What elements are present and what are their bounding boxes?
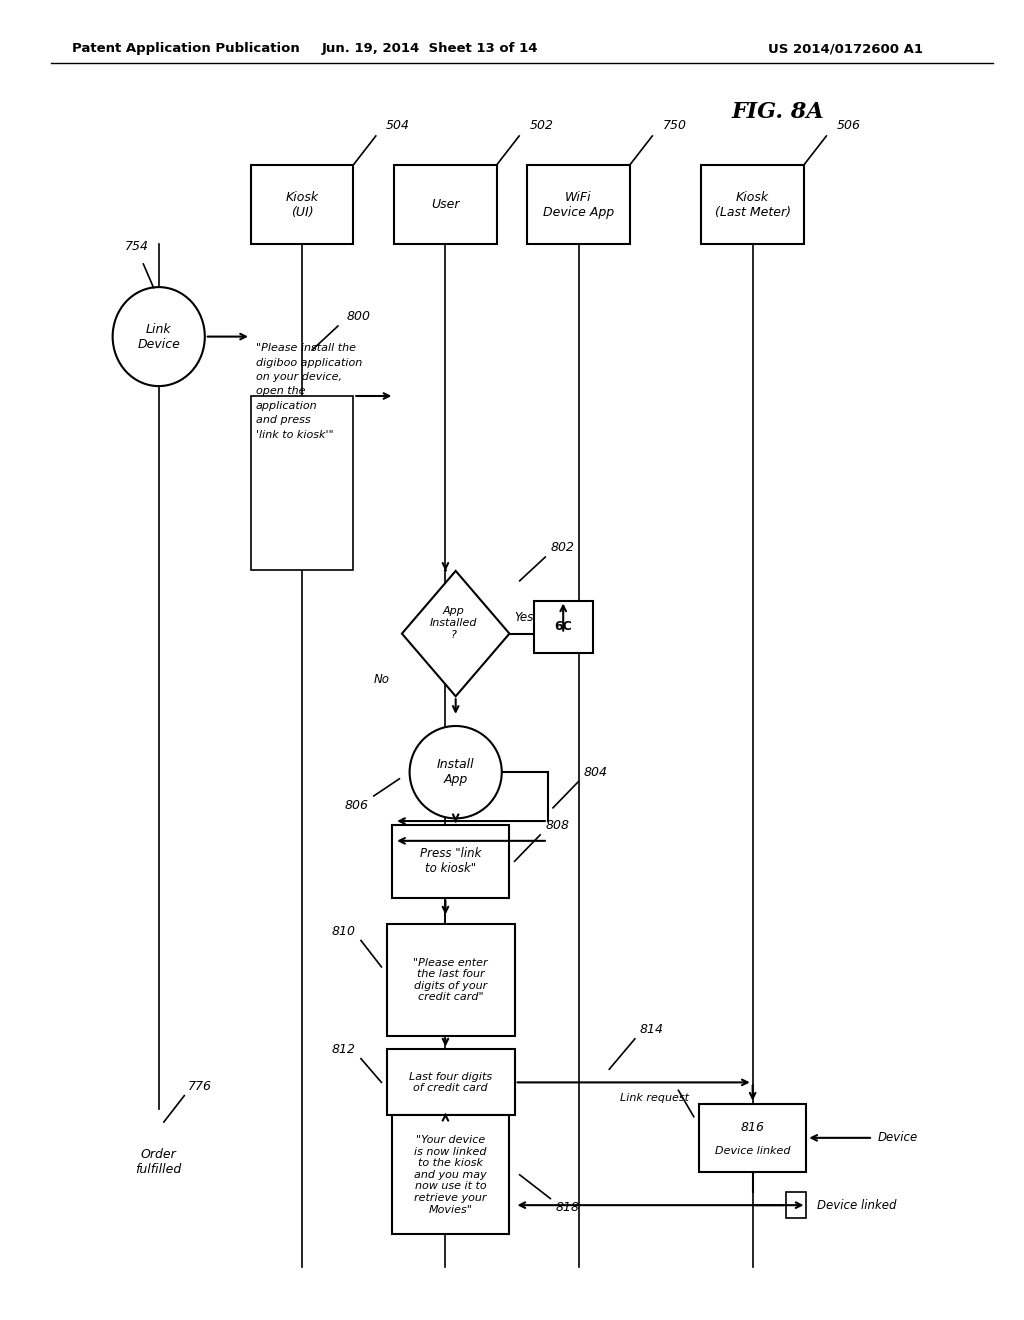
- Text: Install
App: Install App: [437, 758, 474, 787]
- Text: Yes: Yes: [514, 611, 534, 624]
- FancyBboxPatch shape: [387, 1049, 514, 1115]
- Text: Device linked: Device linked: [715, 1146, 791, 1156]
- Text: 816: 816: [740, 1121, 765, 1134]
- Text: WiFi
Device App: WiFi Device App: [543, 190, 614, 219]
- Text: Link request: Link request: [620, 1093, 688, 1104]
- FancyBboxPatch shape: [251, 396, 353, 570]
- Text: Kiosk
(UI): Kiosk (UI): [286, 190, 318, 219]
- Ellipse shape: [113, 286, 205, 385]
- Text: 6C: 6C: [554, 620, 572, 634]
- Text: 806: 806: [345, 799, 369, 812]
- Ellipse shape: [410, 726, 502, 818]
- Text: 804: 804: [584, 766, 607, 779]
- FancyBboxPatch shape: [534, 601, 593, 653]
- Text: 818: 818: [555, 1201, 580, 1214]
- Text: "Please install the
digiboo application
on your device,
open the
application
and: "Please install the digiboo application …: [256, 343, 362, 440]
- FancyBboxPatch shape: [394, 165, 497, 244]
- Text: Kiosk
(Last Meter): Kiosk (Last Meter): [715, 190, 791, 219]
- Text: 800: 800: [346, 310, 370, 323]
- Text: 810: 810: [332, 925, 356, 937]
- Text: No: No: [374, 673, 389, 686]
- Text: 812: 812: [332, 1043, 356, 1056]
- Text: 802: 802: [551, 541, 574, 554]
- Text: "Please enter
the last four
digits of your
credit card": "Please enter the last four digits of yo…: [414, 958, 487, 1002]
- Text: Jun. 19, 2014  Sheet 13 of 14: Jun. 19, 2014 Sheet 13 of 14: [322, 42, 539, 55]
- Text: User: User: [431, 198, 460, 211]
- FancyBboxPatch shape: [527, 165, 630, 244]
- Text: 750: 750: [663, 119, 686, 132]
- Text: 754: 754: [125, 240, 148, 253]
- Text: 504: 504: [386, 119, 410, 132]
- Text: 808: 808: [545, 820, 569, 832]
- Text: "Your device
is now linked
to the kiosk
and you may
now use it to
retrieve your
: "Your device is now linked to the kiosk …: [414, 1135, 487, 1214]
- Text: 506: 506: [837, 119, 860, 132]
- Text: 776: 776: [187, 1080, 211, 1093]
- Text: FIG. 8A: FIG. 8A: [732, 102, 824, 123]
- FancyBboxPatch shape: [698, 1104, 807, 1172]
- Text: Press "link
to kiosk": Press "link to kiosk": [420, 847, 481, 875]
- Polygon shape: [401, 570, 510, 697]
- FancyBboxPatch shape: [387, 924, 514, 1036]
- FancyBboxPatch shape: [786, 1192, 807, 1218]
- Text: Link
Device: Link Device: [137, 322, 180, 351]
- FancyBboxPatch shape: [251, 165, 353, 244]
- Text: Device linked: Device linked: [817, 1199, 896, 1212]
- FancyBboxPatch shape: [701, 165, 804, 244]
- Text: Order
fulfilled: Order fulfilled: [135, 1147, 182, 1176]
- Text: US 2014/0172600 A1: US 2014/0172600 A1: [768, 42, 923, 55]
- FancyBboxPatch shape: [391, 825, 510, 898]
- Text: Patent Application Publication: Patent Application Publication: [72, 42, 299, 55]
- FancyBboxPatch shape: [391, 1115, 510, 1234]
- Text: 502: 502: [529, 119, 553, 132]
- Text: App
Installed
?: App Installed ?: [430, 606, 477, 640]
- Text: Last four digits
of credit card: Last four digits of credit card: [409, 1072, 493, 1093]
- Text: Device: Device: [879, 1131, 919, 1144]
- Text: 814: 814: [640, 1023, 664, 1036]
